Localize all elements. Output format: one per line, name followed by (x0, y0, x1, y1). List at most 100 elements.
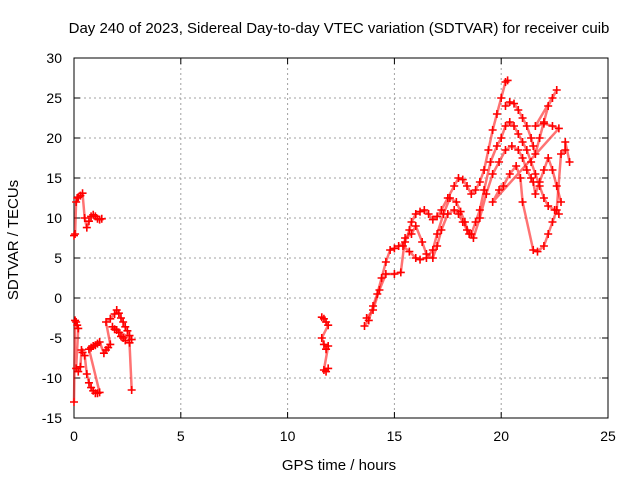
data-point (492, 110, 501, 118)
y-tick-label: 15 (46, 170, 62, 186)
data-point (416, 207, 425, 216)
data-point (544, 230, 553, 238)
data-point (433, 230, 442, 238)
data-point (76, 362, 85, 371)
data-point (78, 189, 87, 198)
data-point (510, 99, 519, 108)
data-point (418, 238, 427, 246)
data-point (381, 258, 390, 266)
x-tick-label: 10 (280, 428, 296, 444)
x-tick-label: 5 (177, 428, 185, 444)
data-point (450, 206, 459, 214)
data-point (458, 175, 467, 184)
data-point (516, 174, 525, 182)
data-point (552, 86, 561, 94)
data-point (501, 122, 510, 130)
data-point (482, 190, 491, 198)
y-tick-label: -15 (42, 410, 62, 426)
data-point (422, 254, 431, 262)
data-point (548, 94, 557, 102)
data-point (480, 166, 489, 174)
series-trail (491, 88, 571, 253)
data-point (84, 217, 93, 226)
axis-ticks: 0 5 10 15 20 25 -15 -10 -5 0 5 10 15 20 25 30 (42, 50, 616, 444)
data-point (531, 150, 540, 158)
grid (74, 58, 608, 418)
data-point (390, 244, 399, 253)
data-point (518, 198, 527, 206)
data-point (74, 324, 83, 333)
data-point (445, 194, 454, 202)
data-point (510, 122, 519, 130)
data-point (505, 118, 514, 126)
data-point (369, 306, 378, 314)
data-point (95, 338, 104, 346)
data-point (72, 198, 81, 206)
data-point (529, 142, 538, 150)
data-point (497, 134, 506, 142)
data-point (499, 182, 508, 190)
data-point (507, 142, 516, 150)
series-early-upper (70, 189, 106, 240)
data-point (501, 146, 510, 154)
data-point (535, 134, 544, 142)
data-point (495, 158, 504, 166)
data-point (548, 122, 557, 130)
data-point (548, 166, 557, 174)
x-tick-label: 15 (387, 428, 403, 444)
data-point (70, 231, 78, 240)
data-point (505, 98, 514, 106)
data-point (407, 218, 416, 226)
data-point (514, 146, 523, 154)
data-point (557, 150, 566, 158)
data-point (565, 158, 574, 166)
data-point (80, 214, 89, 222)
data-point (127, 386, 136, 394)
data-point (488, 126, 497, 134)
data-point (95, 388, 104, 397)
data-point (97, 214, 106, 223)
data-point (467, 190, 476, 198)
data-point (529, 246, 538, 254)
series-evening-a (360, 76, 512, 330)
data-point (102, 318, 111, 326)
y-tick-label: 0 (54, 290, 62, 306)
data-point (439, 210, 448, 218)
data-point (471, 186, 480, 194)
data-point (317, 334, 326, 342)
data-point (324, 342, 333, 350)
data-point (428, 215, 437, 224)
data-point (533, 247, 542, 256)
data-point (518, 138, 527, 146)
data-point (411, 254, 420, 262)
data-point (411, 210, 420, 218)
data-point (82, 370, 91, 378)
y-tick-label: 5 (54, 250, 62, 266)
data-point (386, 246, 395, 254)
data-point (324, 364, 333, 373)
data-point (71, 230, 80, 238)
data-point (544, 102, 553, 110)
data-point (522, 166, 531, 174)
data-point (433, 212, 442, 221)
data-point (535, 178, 544, 186)
data-point (428, 246, 437, 254)
data-point (456, 207, 465, 216)
data-point (452, 198, 461, 206)
data-point (401, 234, 410, 242)
data-point (539, 166, 548, 174)
data-point (381, 270, 390, 278)
data-point (70, 398, 78, 406)
data-point (114, 309, 123, 318)
data-point (362, 314, 371, 322)
data-point (554, 124, 563, 133)
chart-title: Day 240 of 2023, Sidereal Day-to-day VTE… (69, 20, 610, 37)
series-midday (317, 313, 333, 376)
data-point (548, 218, 557, 226)
data-point (475, 178, 484, 186)
series-evening-d (488, 86, 574, 256)
data-point (398, 242, 407, 250)
data-point (469, 234, 478, 242)
data-point (484, 146, 493, 154)
